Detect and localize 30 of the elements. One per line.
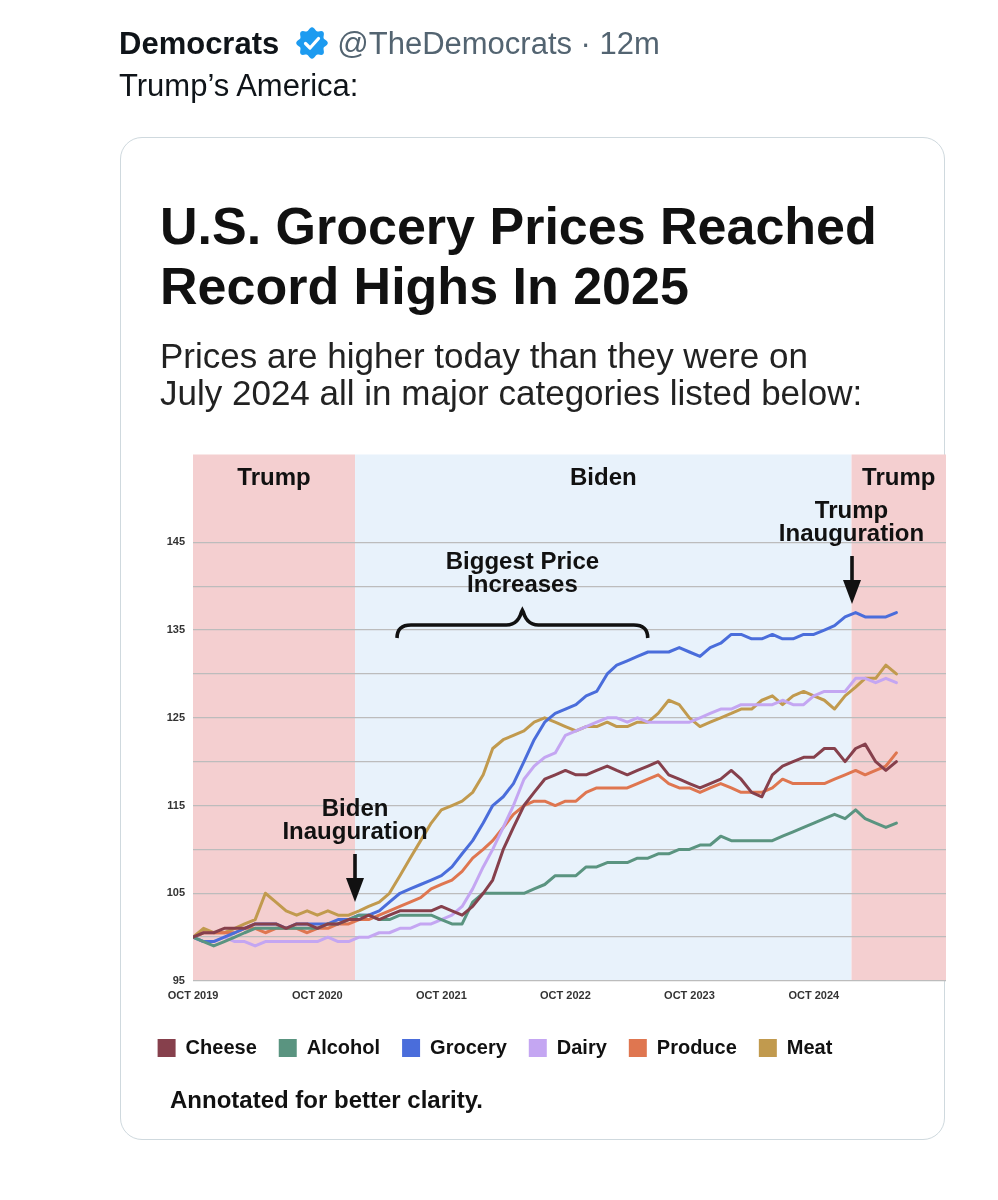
y-tick-label: 105 [166,886,185,899]
x-tick-label: OCT 2023 [664,988,715,1001]
legend-label: Dairy [556,1035,608,1058]
band-label: Trump [237,463,311,491]
x-tick-label: OCT 2022 [540,988,591,1001]
legend-label: Produce [656,1035,737,1058]
annotation: Trump Inauguration [777,496,926,546]
chart-subtitle: Prices are higher today than they were on July 2024 all in major categories listed below: [160,336,864,412]
legend-label: Cheese [185,1035,257,1058]
legend-label: Alcohol [306,1035,381,1058]
legend-label: Meat [786,1035,833,1058]
band-label: Biden [569,463,637,491]
annotation: Biggest Price Increases [444,547,601,597]
text: @TheDemocrats · 12m [337,25,660,61]
chart-title: U.S. Grocery Prices Reached Record Highs In 2025 [160,196,878,316]
legend-label: Grocery [430,1035,508,1058]
y-tick-label: 125 [166,710,185,723]
x-tick-label: OCT 2019 [167,988,219,1001]
y-tick-label: 95 [172,974,185,987]
annotation: Biden Inauguration [281,794,429,845]
x-tick-label: OCT 2020 [291,988,343,1001]
x-tick-label: OCT 2024 [788,988,841,1001]
y-tick-label: 115 [167,798,185,811]
text: Trump’s America: [119,68,359,103]
x-tick-label: OCT 2021 [416,988,467,1001]
text: Democrats [119,25,280,61]
text: Annotated for better clarity. [170,1086,483,1113]
y-tick-label: 135 [166,623,185,636]
y-tick-label: 145 [166,535,185,548]
band-label: Trump [862,463,936,491]
